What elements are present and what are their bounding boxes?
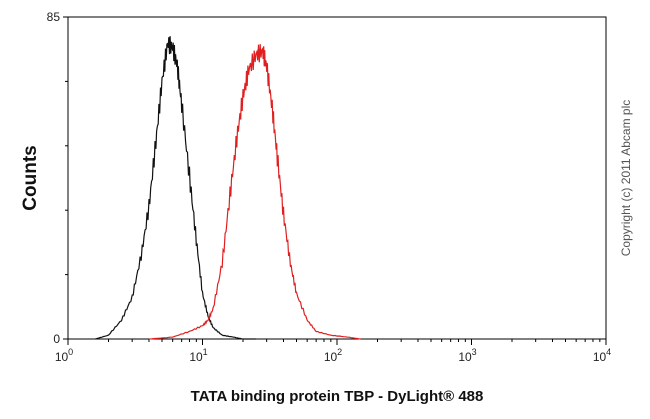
x-tick-label: 100 [55, 347, 73, 364]
x-tick-label-exponent: 0 [68, 347, 73, 357]
x-tick-label-exponent: 1 [203, 347, 208, 357]
x-tick-label-exponent: 2 [337, 347, 342, 357]
x-tick-label-base: 10 [593, 350, 607, 364]
y-axis-title: Counts [20, 145, 41, 210]
x-tick-label: 101 [189, 347, 207, 364]
x-tick-label-exponent: 4 [606, 347, 611, 357]
plot-area [67, 16, 607, 340]
x-axis: 100 101 102 103 104 [55, 339, 611, 364]
x-tick-label: 104 [593, 347, 611, 364]
x-tick-label-base: 10 [189, 350, 203, 364]
y-tick-label: 0 [53, 332, 60, 346]
y-tick-label: 85 [47, 10, 61, 24]
series-2-line [148, 44, 361, 340]
x-tick-label: 103 [458, 347, 476, 364]
x-tick-label: 102 [324, 347, 342, 364]
series-layer [95, 36, 361, 340]
series-1-line [95, 36, 256, 340]
x-tick-label-exponent: 3 [472, 347, 477, 357]
x-tick-label-base: 10 [324, 350, 338, 364]
x-tick-label-base: 10 [458, 350, 472, 364]
y-axis: 0 85 [47, 10, 68, 346]
x-axis-title: TATA binding protein TBP - DyLight® 488 [191, 388, 484, 405]
copyright-annotation: Copyright (c) 2011 Abcam plc [619, 100, 633, 257]
x-tick-label-base: 10 [55, 350, 69, 364]
